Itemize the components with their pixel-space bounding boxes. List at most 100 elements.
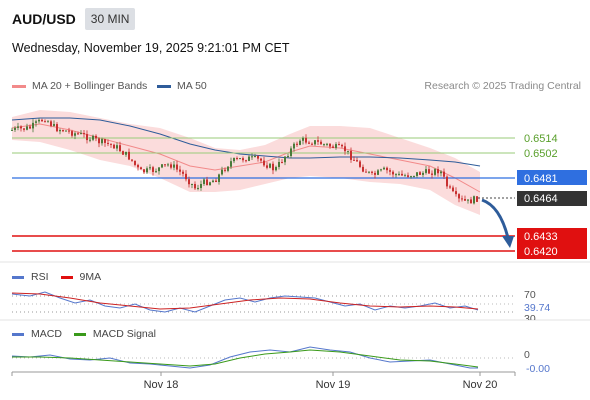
candle-body bbox=[398, 173, 400, 175]
forecast-arrowhead bbox=[502, 236, 514, 248]
candle-body bbox=[404, 175, 406, 177]
candle-body bbox=[281, 162, 283, 164]
research-credit: Research © 2025 Trading Central bbox=[424, 80, 581, 92]
candle-body bbox=[110, 143, 112, 145]
support-1-label-bg bbox=[517, 228, 587, 244]
candle-body bbox=[419, 172, 421, 175]
candle-body bbox=[407, 175, 409, 177]
candle-body bbox=[215, 180, 217, 183]
candle-body bbox=[83, 133, 85, 135]
price-candles bbox=[11, 118, 478, 205]
candle-body bbox=[428, 169, 430, 174]
support-2-label: 0.6420 bbox=[524, 246, 558, 258]
legend-ma50: MA 50 bbox=[157, 80, 207, 92]
candle-body bbox=[377, 170, 379, 175]
candle-body bbox=[104, 139, 106, 143]
support-2-label-bg bbox=[517, 243, 587, 259]
rsi-line bbox=[11, 291, 479, 313]
macd-value-label: -0.00 bbox=[526, 363, 550, 375]
candle-body bbox=[245, 160, 247, 162]
candle-body bbox=[146, 168, 148, 173]
candle-body bbox=[353, 159, 355, 161]
support-1-label: 0.6433 bbox=[524, 231, 558, 243]
candle-body bbox=[356, 160, 358, 162]
candle-body bbox=[365, 171, 367, 173]
candle-body bbox=[71, 131, 73, 136]
candle-body bbox=[242, 158, 244, 161]
candle-body bbox=[473, 196, 475, 204]
candle-body bbox=[359, 161, 361, 167]
candle-body bbox=[431, 173, 433, 175]
candle-body bbox=[401, 173, 403, 176]
candle-body bbox=[134, 160, 136, 165]
candle-body bbox=[47, 121, 49, 123]
candle-body bbox=[416, 172, 418, 176]
candle-body bbox=[44, 121, 46, 123]
candle-body bbox=[149, 167, 151, 169]
candle-body bbox=[470, 199, 472, 204]
macd-signal-line bbox=[12, 349, 479, 368]
candle-body bbox=[59, 130, 61, 132]
macd-label: MACD bbox=[31, 328, 62, 340]
interval-badge[interactable]: 30 MIN bbox=[84, 8, 136, 30]
candle-body bbox=[200, 184, 202, 188]
macd-zero-label: 0 bbox=[524, 349, 530, 361]
ma50-line bbox=[11, 117, 481, 167]
candle-body bbox=[230, 161, 232, 167]
candle-body bbox=[170, 164, 172, 168]
candle-body bbox=[476, 196, 478, 202]
candle-body bbox=[125, 151, 127, 155]
candle-body bbox=[86, 134, 88, 141]
candle-body bbox=[35, 121, 37, 123]
candle-body bbox=[308, 142, 310, 144]
candle-body bbox=[323, 144, 325, 146]
candle-body bbox=[290, 148, 292, 157]
candle-body bbox=[155, 171, 157, 173]
candle-body bbox=[29, 126, 31, 129]
candle-body bbox=[233, 158, 235, 162]
candle-body bbox=[380, 169, 382, 171]
candle-body bbox=[299, 140, 301, 145]
candle-body bbox=[167, 164, 169, 166]
candle-body bbox=[56, 124, 58, 132]
macd-legend: MACD MACD Signal bbox=[12, 328, 156, 340]
candle-body bbox=[302, 137, 304, 141]
candle-body bbox=[350, 150, 352, 160]
candle-body bbox=[326, 143, 328, 145]
candle-body bbox=[23, 128, 25, 130]
macd-signal-label: MACD Signal bbox=[92, 328, 156, 340]
x-label-nov18: Nov 18 bbox=[144, 379, 179, 391]
candle-body bbox=[53, 124, 55, 126]
x-label-nov19: Nov 19 bbox=[316, 379, 351, 391]
chart-header: AUD/USD 30 MIN bbox=[12, 8, 136, 30]
candle-body bbox=[458, 194, 460, 199]
resistance-2-label: 0.6514 bbox=[524, 133, 558, 145]
candle-body bbox=[434, 169, 436, 175]
last-price-label-bg bbox=[517, 191, 587, 206]
macd-line bbox=[11, 346, 478, 369]
candle-body bbox=[347, 150, 349, 152]
candle-body bbox=[182, 171, 184, 174]
candle-body bbox=[269, 163, 271, 168]
candle-body bbox=[131, 159, 133, 161]
candle-body bbox=[278, 162, 280, 168]
candle-body bbox=[422, 172, 424, 175]
candle-body bbox=[173, 164, 175, 168]
candle-body bbox=[248, 156, 250, 161]
candle-body bbox=[374, 172, 376, 175]
candle-body bbox=[212, 180, 214, 183]
candle-body bbox=[296, 143, 298, 145]
candle-body bbox=[98, 138, 100, 144]
candle-body bbox=[452, 187, 454, 192]
candle-body bbox=[14, 127, 16, 130]
candle-body bbox=[11, 129, 13, 131]
candle-body bbox=[152, 167, 154, 172]
candle-body bbox=[440, 171, 442, 174]
candle-body bbox=[119, 145, 121, 152]
candle-body bbox=[335, 144, 337, 148]
candle-body bbox=[185, 173, 187, 180]
candle-body bbox=[314, 140, 316, 145]
rsi-label: RSI bbox=[31, 271, 49, 283]
candle-body bbox=[176, 164, 178, 170]
